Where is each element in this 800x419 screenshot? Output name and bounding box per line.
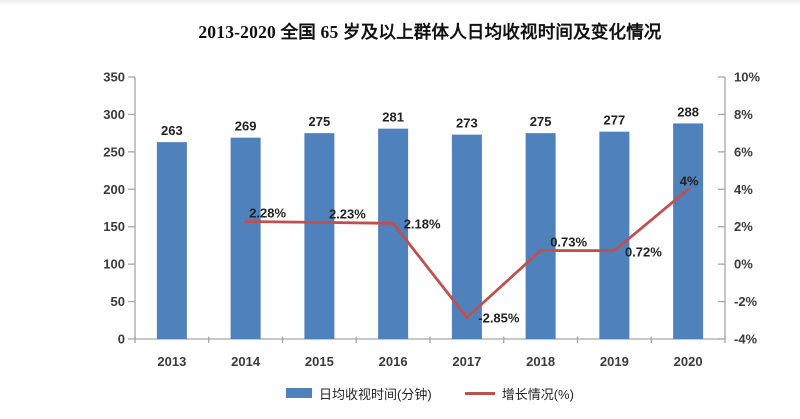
bar-value-label: 277	[604, 113, 626, 128]
bar-2014	[230, 137, 261, 339]
x-axis-category-label: 2018	[526, 354, 555, 369]
x-axis-category-label: 2014	[231, 354, 261, 369]
right-axis-tick-label: 4%	[734, 182, 753, 197]
bar-value-label: 275	[309, 114, 331, 129]
bar-value-label: 288	[677, 104, 699, 119]
left-axis-tick-label: 350	[103, 70, 125, 85]
bar-2015	[304, 133, 335, 339]
left-axis-tick-label: 0	[118, 332, 125, 347]
line-value-label: 2.28%	[249, 205, 286, 220]
x-axis-category-label: 2013	[157, 354, 186, 369]
bar-value-label: 281	[382, 110, 404, 125]
bar-2013	[156, 142, 187, 339]
line-value-label: 0.72%	[625, 245, 662, 260]
bar-value-label: 275	[530, 114, 552, 129]
chart-legend: 日均收视时间(分钟) 增长情况(%)	[135, 384, 725, 402]
left-axis-tick-label: 150	[103, 219, 125, 234]
bar-2016	[378, 128, 409, 339]
left-axis-tick-label: 200	[103, 182, 125, 197]
right-axis-tick-label: 6%	[734, 144, 753, 159]
legend-bar-label: 日均收视时间(分钟)	[319, 386, 432, 402]
chart-title: 2013-2020 全国 65 岁及以上群体人日均收视时间及变化情况	[198, 22, 662, 42]
x-axis-category-label: 2017	[452, 354, 481, 369]
right-axis-tick-label: -4%	[734, 332, 758, 347]
x-axis-category-label: 2016	[379, 354, 408, 369]
line-value-label: -2.85%	[478, 310, 520, 325]
right-axis-tick-label: 0%	[734, 257, 753, 272]
bar-value-label: 263	[161, 123, 183, 138]
growth-line	[244, 187, 690, 319]
x-axis-category-label: 2020	[674, 354, 703, 369]
right-axis-tick-label: 8%	[734, 107, 753, 122]
right-axis-tick-label: -2%	[734, 294, 758, 309]
left-axis-tick-label: 100	[103, 257, 125, 272]
right-axis-tick-label: 10%	[734, 70, 760, 85]
right-axis-tick-label: 2%	[734, 219, 753, 234]
bar-2019	[599, 131, 630, 339]
legend-bar-swatch	[286, 388, 313, 398]
bar-2020	[673, 123, 704, 339]
bar-value-label: 269	[235, 119, 257, 134]
left-axis-tick-label: 250	[103, 144, 125, 159]
x-axis-category-label: 2015	[305, 354, 334, 369]
legend-line-label: 增长情况(%)	[501, 386, 574, 402]
legend-line-swatch	[464, 391, 495, 395]
line-value-label: 0.73%	[550, 234, 587, 249]
line-value-label: 2.23%	[329, 206, 366, 221]
line-value-label: 4%	[680, 173, 699, 188]
bar-2018	[525, 133, 556, 339]
bar-value-label: 273	[456, 116, 478, 131]
x-axis-category-label: 2019	[600, 354, 629, 369]
line-value-label: 2.18%	[404, 216, 441, 231]
left-axis-tick-label: 300	[103, 107, 125, 122]
left-axis-tick-label: 50	[111, 294, 125, 309]
